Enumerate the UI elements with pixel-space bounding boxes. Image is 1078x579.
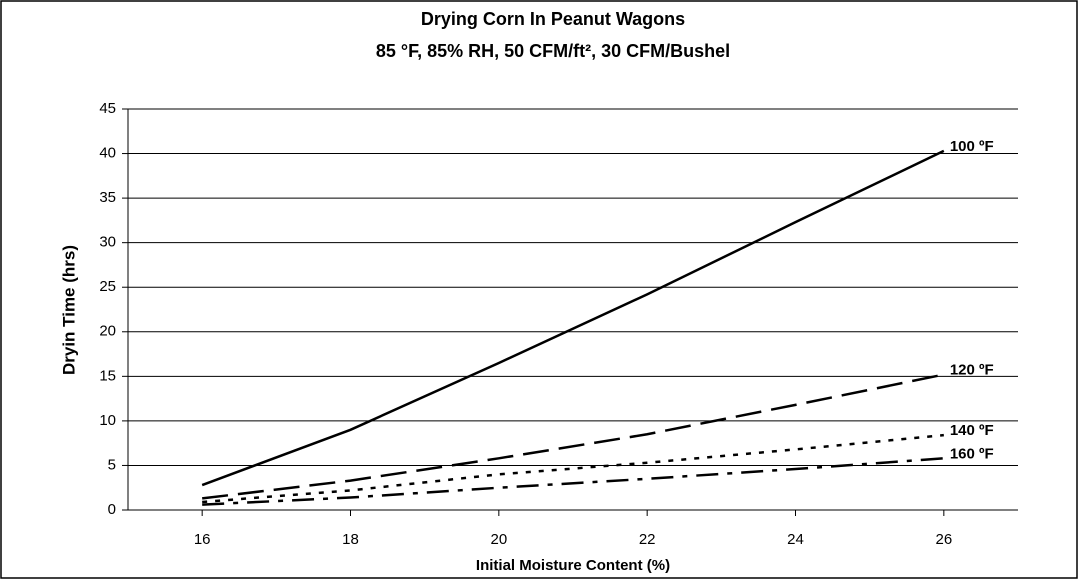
y-tick-label: 40 — [99, 145, 116, 162]
chart-title: Drying Corn In Peanut Wagons — [421, 9, 685, 29]
series-label: 120 ºF — [950, 362, 994, 379]
series-line — [201, 149, 945, 487]
y-tick-label: 25 — [99, 278, 116, 295]
series-label: 160 ºF — [950, 445, 994, 462]
y-tick-label: 45 — [99, 100, 116, 117]
y-axis-label: Dryin Time (hrs) — [59, 245, 78, 375]
y-tick-label: 20 — [99, 323, 116, 340]
y-tick-label: 10 — [99, 412, 116, 429]
y-tick-label: 0 — [108, 501, 116, 518]
series-label: 100 ºF — [950, 138, 994, 155]
x-tick-label: 20 — [490, 531, 507, 548]
x-tick-label: 26 — [935, 531, 952, 548]
x-axis-label: Initial Moisture Content (%) — [476, 557, 670, 574]
x-tick-label: 18 — [342, 531, 359, 548]
series-line — [202, 457, 944, 506]
chart-subtitle: 85 °F, 85% RH, 50 CFM/ft², 30 CFM/Bushel — [376, 41, 730, 61]
x-tick-label: 22 — [639, 531, 656, 548]
series-line — [202, 373, 945, 500]
x-tick-label: 16 — [194, 531, 211, 548]
y-tick-label: 30 — [99, 234, 116, 251]
series-label: 140 ºF — [950, 422, 994, 439]
y-tick-label: 35 — [99, 189, 116, 206]
x-tick-label: 24 — [787, 531, 804, 548]
y-tick-label: 5 — [108, 456, 116, 473]
y-tick-label: 15 — [99, 367, 116, 384]
